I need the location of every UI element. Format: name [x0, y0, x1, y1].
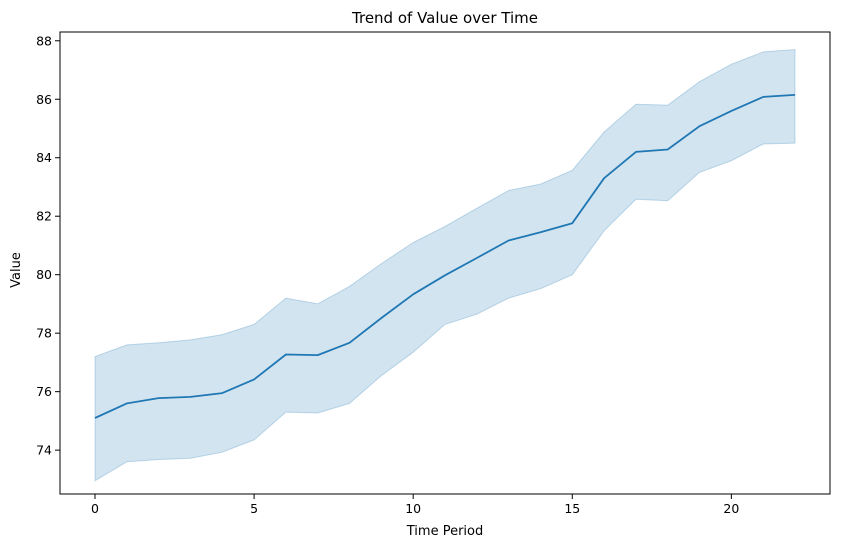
data-point	[699, 125, 701, 127]
data-point	[571, 222, 573, 224]
y-axis-label: Value	[9, 252, 24, 288]
y-tick-label: 76	[36, 384, 52, 399]
chart-title: Trend of Value over Time	[351, 9, 538, 27]
data-point	[221, 392, 223, 394]
confidence-band	[94, 48, 796, 482]
data-point	[253, 378, 255, 380]
data-point	[189, 396, 191, 398]
plot-frame	[59, 31, 831, 495]
y-tick-label: 80	[36, 267, 52, 282]
data-point	[94, 417, 96, 419]
data-point	[412, 293, 414, 295]
x-tick-label: 0	[91, 501, 99, 516]
y-tick-label: 84	[36, 150, 52, 165]
data-point	[476, 257, 478, 259]
data-point	[794, 94, 796, 96]
data-point	[508, 239, 510, 241]
x-tick-label: 15	[564, 501, 580, 516]
y-tick-label: 88	[36, 33, 52, 48]
data-point	[667, 149, 669, 151]
data-point	[635, 151, 637, 153]
plot-area: 0 5 10 15 20 74 76 78 80 82 84 86 88	[36, 31, 831, 516]
series-line	[94, 94, 796, 419]
y-tick-label: 78	[36, 326, 52, 341]
data-point	[730, 110, 732, 112]
data-point	[126, 402, 128, 404]
data-point	[285, 354, 287, 356]
data-point	[158, 397, 160, 399]
data-point	[380, 317, 382, 319]
x-tick-label: 20	[723, 501, 739, 516]
data-point	[444, 274, 446, 276]
data-point	[317, 354, 319, 356]
data-point	[539, 231, 541, 233]
data-point	[762, 96, 764, 98]
x-tick-label: 10	[405, 501, 421, 516]
data-point	[603, 177, 605, 179]
y-tick-label: 74	[36, 443, 52, 458]
data-point	[349, 342, 351, 344]
x-axis-label: Time Period	[406, 524, 483, 539]
x-tick-label: 5	[250, 501, 258, 516]
y-tick-label: 86	[36, 92, 52, 107]
y-tick-label: 82	[36, 209, 52, 224]
